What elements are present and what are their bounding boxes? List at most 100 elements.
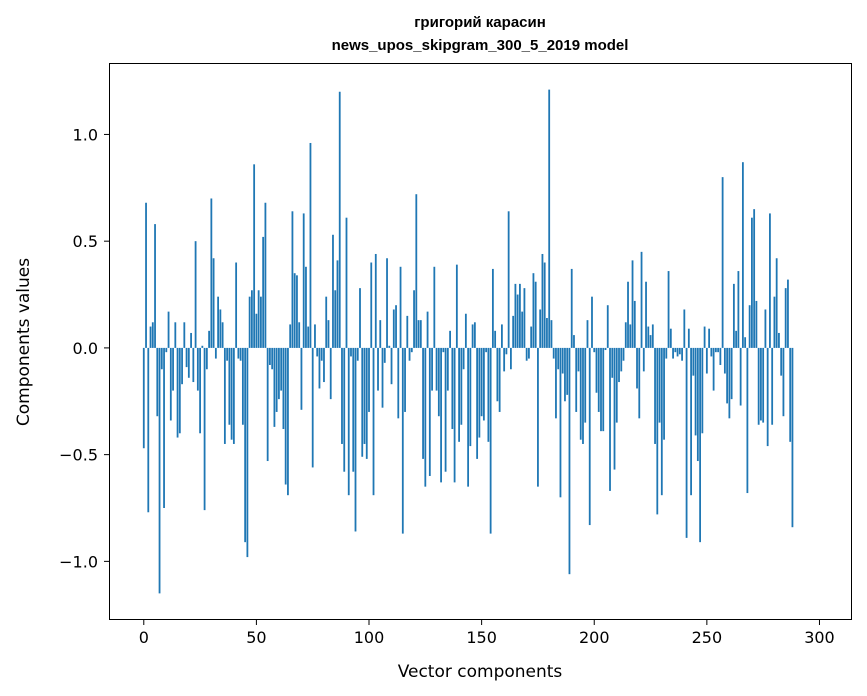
bar xyxy=(501,324,503,348)
y-tick-label: −0.5 xyxy=(59,446,98,465)
bar xyxy=(548,89,551,348)
bar xyxy=(460,347,463,425)
bar xyxy=(755,300,758,348)
bar xyxy=(478,347,481,438)
bar xyxy=(645,281,647,348)
bar xyxy=(428,347,431,476)
bar xyxy=(287,347,289,496)
bar xyxy=(600,347,602,432)
bar xyxy=(658,347,661,423)
bar xyxy=(751,217,753,348)
bar xyxy=(440,347,442,483)
bar xyxy=(260,296,262,348)
x-tick-label: 50 xyxy=(246,628,266,647)
bar xyxy=(352,347,355,472)
bar xyxy=(726,347,729,404)
bar xyxy=(687,328,690,348)
bar xyxy=(248,296,251,348)
bar xyxy=(730,347,733,400)
bar xyxy=(482,347,485,421)
bar xyxy=(325,296,328,348)
bar xyxy=(712,347,715,391)
bar xyxy=(147,347,150,513)
bar xyxy=(300,347,303,410)
bar xyxy=(615,347,618,423)
bar xyxy=(201,345,204,348)
bar xyxy=(323,347,325,383)
bar xyxy=(246,347,249,558)
bar xyxy=(158,347,161,594)
bar xyxy=(345,217,348,348)
bar xyxy=(703,326,706,348)
bar xyxy=(498,347,501,412)
bar xyxy=(388,345,391,348)
x-tick-label: 0 xyxy=(139,628,149,647)
bar xyxy=(442,347,445,353)
bar xyxy=(692,347,695,376)
bar xyxy=(573,335,575,348)
bar xyxy=(377,347,379,391)
bar xyxy=(532,273,535,348)
bar xyxy=(410,347,413,353)
bar xyxy=(642,347,645,372)
bar xyxy=(640,251,643,348)
x-tick-label: 300 xyxy=(804,628,835,647)
bar xyxy=(291,211,294,348)
bar xyxy=(451,347,454,430)
bar xyxy=(575,347,578,412)
bar xyxy=(280,347,283,391)
bar xyxy=(694,347,697,436)
bar xyxy=(467,347,470,487)
bar-series xyxy=(142,89,794,594)
bar xyxy=(593,347,596,353)
bar xyxy=(235,262,238,348)
bar xyxy=(570,268,573,348)
bar xyxy=(507,211,510,348)
bar xyxy=(374,253,377,348)
bar xyxy=(469,347,472,447)
bar xyxy=(714,347,717,353)
bar xyxy=(232,347,235,444)
bar xyxy=(307,326,310,348)
bar xyxy=(181,347,183,385)
bar xyxy=(760,347,762,421)
bar xyxy=(611,347,614,378)
bar xyxy=(219,309,222,348)
bar xyxy=(771,347,774,425)
bar xyxy=(721,177,724,348)
x-axis-ticks: 0 50 100 150 200 250 300 xyxy=(139,619,835,647)
bar xyxy=(413,290,415,348)
bar xyxy=(784,288,787,348)
bar xyxy=(773,296,776,348)
bar xyxy=(762,347,765,423)
x-tick-label: 200 xyxy=(579,628,610,647)
bar xyxy=(332,234,334,348)
bar xyxy=(636,347,638,389)
bar xyxy=(534,281,537,348)
bar xyxy=(757,347,760,425)
bar xyxy=(347,347,350,496)
bar xyxy=(444,347,447,472)
bar xyxy=(404,347,406,412)
bar xyxy=(302,213,305,348)
bar xyxy=(618,347,620,383)
bar xyxy=(221,322,224,348)
bar xyxy=(766,347,769,447)
bar xyxy=(654,347,656,444)
bar xyxy=(196,347,199,391)
bar xyxy=(690,347,692,496)
bar xyxy=(392,309,395,348)
bar xyxy=(230,347,233,440)
bar xyxy=(647,326,650,348)
bar xyxy=(426,311,429,348)
bar xyxy=(705,347,708,374)
bar xyxy=(528,347,530,359)
bar xyxy=(586,320,589,348)
bar xyxy=(160,347,163,370)
bar xyxy=(151,322,154,348)
bar xyxy=(435,347,438,391)
bar xyxy=(787,279,789,348)
bar xyxy=(530,326,533,348)
bar xyxy=(329,347,332,400)
bar xyxy=(419,320,422,348)
